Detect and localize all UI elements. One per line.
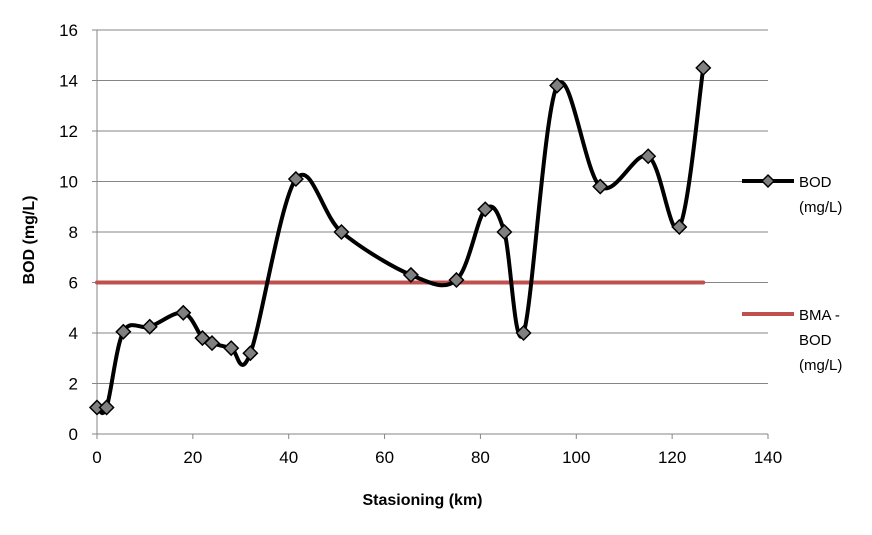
y-tick-label: 10 [59, 173, 78, 192]
series-0 [88, 59, 712, 416]
y-axis-title: BOD (mg/L) [21, 196, 38, 285]
bod-point [640, 148, 657, 165]
y-tick-labels: 0 2 4 6 8 10 12 14 16 [59, 21, 97, 444]
y-tick-label: 6 [69, 274, 78, 293]
bod-point [115, 323, 132, 340]
legend-label: (mg/L) [799, 357, 842, 374]
y-tick-label: 8 [69, 223, 78, 242]
bod-point [98, 399, 115, 416]
x-tick-label: 20 [183, 448, 202, 467]
bod-point [477, 201, 494, 218]
legend-label: BMA - [799, 307, 840, 324]
bod-point [448, 271, 465, 289]
legend-label: (mg/L) [799, 199, 842, 216]
x-tick-label: 120 [658, 448, 686, 467]
bod-point [549, 77, 566, 94]
y-tick-label: 4 [69, 324, 78, 343]
x-tick-label: 80 [471, 448, 490, 467]
bod-point [671, 218, 688, 236]
legend-label: BOD [799, 174, 832, 191]
bod-point [592, 178, 609, 195]
bod-point [203, 335, 221, 352]
x-tick-label: 140 [754, 448, 782, 467]
bod-point [333, 223, 350, 241]
x-tick-label: 60 [375, 448, 394, 467]
series-layer [88, 59, 712, 416]
y-tick-label: 14 [59, 72, 78, 91]
bod-point [287, 170, 304, 188]
legend-item-0: BOD (mg/L) [742, 173, 842, 216]
x-axis-title: Stasioning (km) [362, 492, 482, 509]
x-tick-label: 40 [279, 448, 298, 467]
legend-label: BOD [799, 332, 832, 349]
x-tick-label: 0 [92, 448, 101, 467]
y-tick-label: 12 [59, 122, 78, 141]
bod-line [95, 65, 706, 416]
legend-marker [760, 173, 776, 189]
bod-point [402, 266, 419, 283]
legend-item-1: BMA - BOD (mg/L) [742, 307, 842, 374]
y-tick-label: 16 [59, 21, 78, 40]
legend: BOD (mg/L) BMA - BOD (mg/L) [742, 173, 842, 374]
bod-point [141, 318, 158, 335]
bod-point [242, 345, 259, 362]
bod-point [695, 59, 712, 76]
bod-point [175, 304, 192, 321]
bod-point [223, 340, 240, 357]
x-tick-label: 100 [562, 448, 590, 467]
bod-point [515, 324, 532, 342]
x-tick-labels: 0 20 40 60 80 100 120 140 [92, 434, 782, 467]
y-tick-label: 0 [69, 425, 78, 444]
bod-point [496, 223, 513, 241]
y-tick-label: 2 [69, 375, 78, 394]
